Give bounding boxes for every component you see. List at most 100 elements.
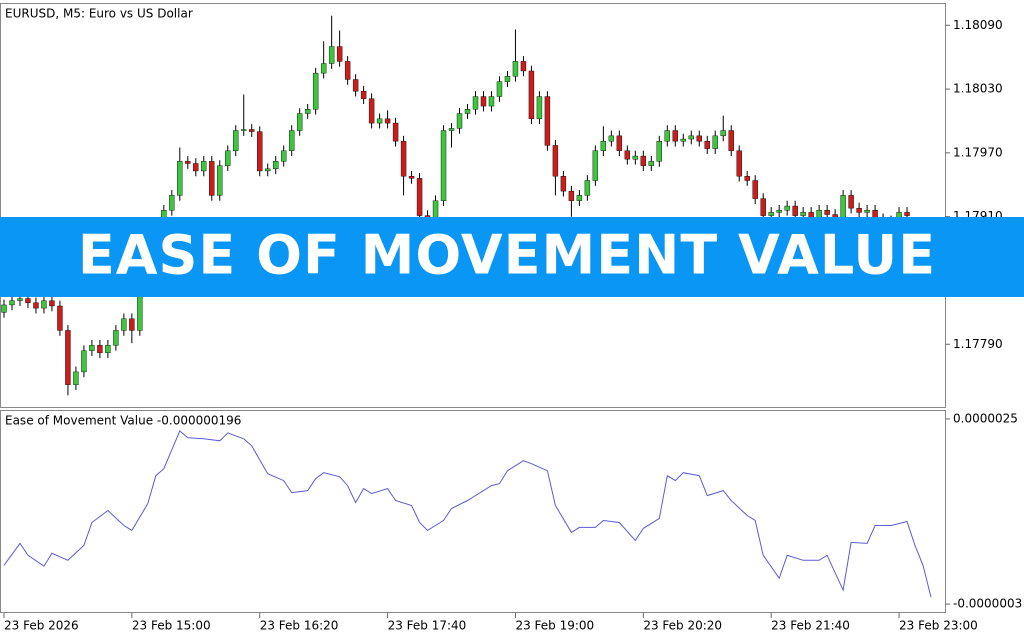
candle-body xyxy=(624,150,631,160)
candle-body xyxy=(848,195,854,209)
candle-body xyxy=(105,345,111,353)
chart-title: EURUSD, M5: Euro vs US Dollar xyxy=(5,7,193,21)
candle-body xyxy=(336,46,343,62)
candle-body xyxy=(840,195,846,219)
candle-body xyxy=(608,135,615,142)
candle-body xyxy=(696,135,702,142)
candle-body xyxy=(169,195,175,211)
candle-body xyxy=(384,118,391,124)
candle-body xyxy=(312,72,319,110)
candle-body xyxy=(185,161,191,164)
candle-body xyxy=(25,298,31,303)
candle-body xyxy=(33,302,39,309)
candle-body xyxy=(304,109,311,114)
y-tick-label: -0.0000003 xyxy=(953,597,1022,611)
candle-body xyxy=(632,155,639,160)
candle-body xyxy=(544,96,551,146)
candle-body xyxy=(249,129,255,132)
candle-body xyxy=(728,130,734,151)
candle-body xyxy=(209,161,215,196)
candle-body xyxy=(328,46,335,64)
candle-body xyxy=(640,155,647,166)
candle-body xyxy=(73,371,79,385)
candle-body xyxy=(97,345,103,353)
candle-body xyxy=(496,81,503,97)
plot xyxy=(3,430,932,598)
x-tick-label: 23 Feb 15:00 xyxy=(132,619,211,633)
x-tick-label: 23 Feb 17:40 xyxy=(388,619,467,633)
candle-body xyxy=(233,130,239,151)
candle-body xyxy=(824,210,830,215)
x-tick-label: 23 Feb 2026 xyxy=(4,619,79,633)
candle-body xyxy=(273,161,279,170)
candle-body xyxy=(688,135,694,140)
candle-body xyxy=(296,113,303,131)
candle-body xyxy=(201,161,207,172)
candle-body xyxy=(241,129,247,131)
candle-body xyxy=(400,140,407,177)
candle-body xyxy=(440,130,447,201)
candle-body xyxy=(344,61,351,80)
candle-body xyxy=(720,130,726,137)
candle-body xyxy=(528,70,535,120)
candle-body xyxy=(512,61,519,77)
emv-line xyxy=(3,430,932,598)
y-tick-label: 1.18030 xyxy=(953,82,1003,96)
candle-body xyxy=(352,79,359,92)
candle-body xyxy=(408,176,415,179)
candle-body xyxy=(121,318,127,331)
candle-body xyxy=(217,165,223,196)
price-pane xyxy=(0,3,946,408)
candle-body xyxy=(89,345,95,351)
candle-body xyxy=(193,163,199,172)
candle-body xyxy=(129,318,135,331)
y-tick-label: 0.0000025 xyxy=(953,411,1018,425)
candle-body xyxy=(368,98,375,124)
candle-body xyxy=(257,131,263,172)
candle-body xyxy=(744,176,750,181)
candle-body xyxy=(225,150,231,166)
candle-body xyxy=(600,140,607,151)
candle-body xyxy=(664,130,670,142)
candle-body xyxy=(752,180,758,199)
candle-body xyxy=(568,190,575,201)
x-tick-label: 23 Feb 23:00 xyxy=(899,619,978,633)
candle-body xyxy=(488,96,495,107)
chart-title: Ease of Movement Value -0.000000196 xyxy=(5,414,241,428)
candle-body xyxy=(768,212,774,216)
candle-body xyxy=(856,207,862,213)
candle-body xyxy=(560,176,567,192)
candle-body xyxy=(376,118,383,124)
candle-body xyxy=(504,76,511,82)
candle-body xyxy=(65,330,71,385)
candle-body xyxy=(57,305,63,331)
x-tick-label: 23 Feb 21:40 xyxy=(771,619,850,633)
candle-body xyxy=(520,61,527,72)
candle-body xyxy=(656,140,663,162)
candle-body xyxy=(281,150,287,162)
candle-body xyxy=(9,300,15,306)
candle-body xyxy=(552,145,559,177)
candle-body xyxy=(760,198,766,216)
candle-body xyxy=(49,300,55,307)
y-tick-label: 1.18090 xyxy=(953,18,1003,32)
candle-body xyxy=(288,130,295,151)
candle-body xyxy=(464,109,471,114)
plot xyxy=(1,15,910,396)
candle-body xyxy=(864,210,870,213)
candle-body xyxy=(672,130,678,142)
x-tick-label: 23 Feb 19:00 xyxy=(515,619,594,633)
candle-body xyxy=(792,205,798,216)
candle-body xyxy=(456,113,463,129)
x-tick-label: 23 Feb 16:20 xyxy=(260,619,339,633)
candle-body xyxy=(1,304,7,313)
candle-body xyxy=(784,205,790,211)
candle-body xyxy=(320,63,327,74)
candle-body xyxy=(680,138,686,142)
x-tick-label: 23 Feb 20:20 xyxy=(643,619,722,633)
candle-body xyxy=(472,96,479,110)
candle-body xyxy=(704,140,710,149)
candle-body xyxy=(576,195,583,201)
